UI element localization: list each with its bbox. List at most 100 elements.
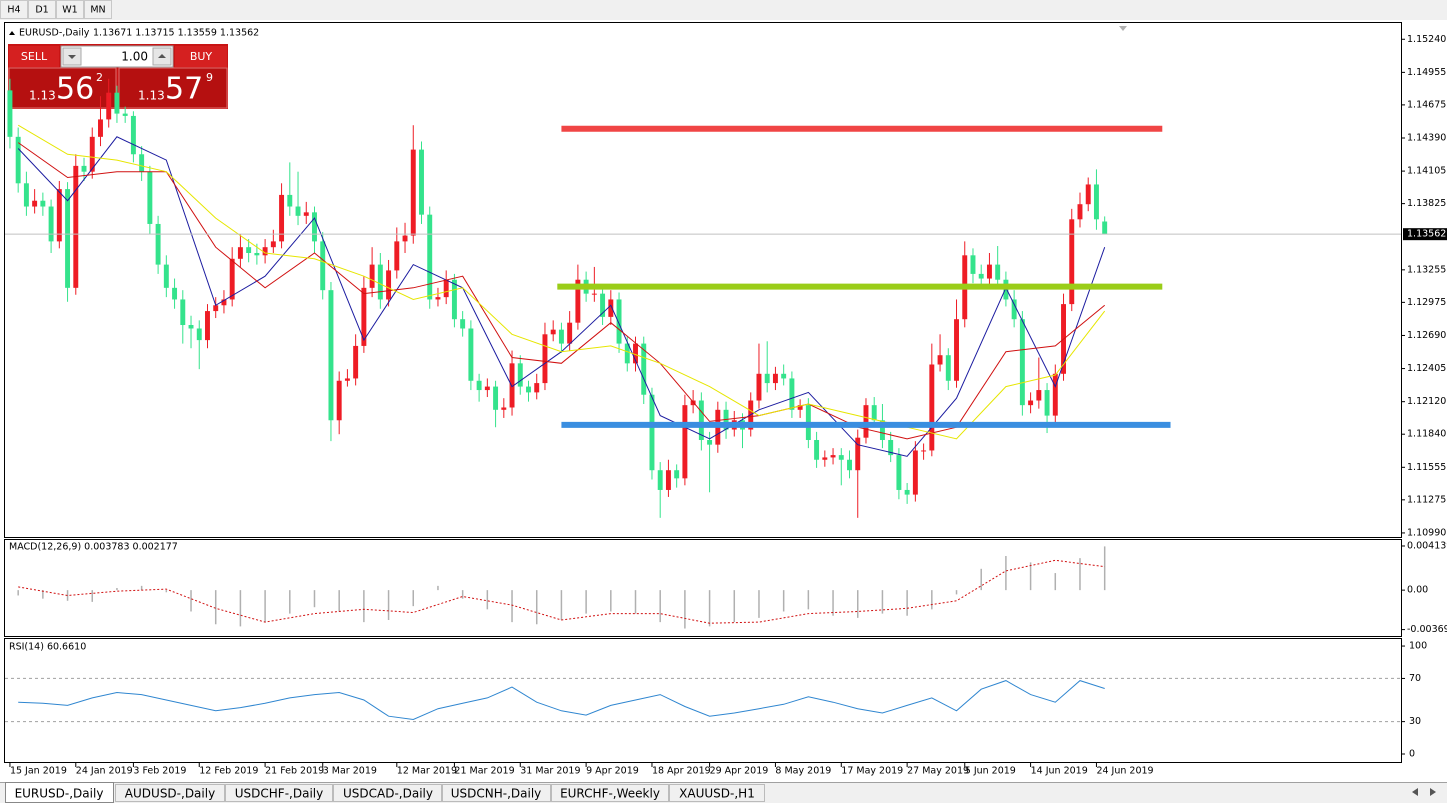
buy-label[interactable]: BUY bbox=[190, 50, 213, 63]
y-tick-label: 0.00 bbox=[1407, 585, 1428, 596]
candle-body bbox=[369, 264, 375, 288]
lot-field[interactable] bbox=[60, 45, 174, 68]
candle-body bbox=[419, 149, 424, 215]
sell-label[interactable]: SELL bbox=[21, 50, 48, 63]
candle-body bbox=[526, 386, 531, 393]
candle-body bbox=[1028, 400, 1034, 406]
tab[interactable]: USDCHF-,Daily bbox=[225, 784, 333, 802]
y-tick-label: 1.14105 bbox=[1407, 166, 1446, 177]
candle-body bbox=[789, 378, 795, 410]
y-tick-label: 1.14955 bbox=[1407, 67, 1446, 78]
candle-body bbox=[814, 440, 820, 460]
lot-value[interactable]: 1.00 bbox=[121, 50, 148, 64]
candle-body bbox=[65, 189, 71, 288]
candle-body bbox=[172, 287, 178, 300]
candle-body bbox=[386, 270, 392, 300]
candle-body bbox=[1052, 373, 1058, 416]
x-tick-label: 9 Apr 2019 bbox=[586, 766, 639, 777]
timeframe-button[interactable]: MN bbox=[84, 0, 112, 19]
tab[interactable]: USDCNH-,Daily bbox=[442, 784, 551, 802]
shift-marker bbox=[1119, 26, 1127, 31]
candle-body bbox=[73, 165, 79, 288]
buy-price-pips: 57 bbox=[165, 72, 203, 107]
buy-price-box[interactable] bbox=[118, 67, 228, 109]
tab[interactable]: AUDUSD-,Daily bbox=[115, 784, 225, 802]
y-tick-label: 70 bbox=[1409, 673, 1421, 684]
rsi-title: RSI(14) 60.6610 bbox=[9, 642, 86, 653]
y-tick-label: 1.12975 bbox=[1407, 297, 1446, 308]
x-tick-label: 18 Apr 2019 bbox=[652, 766, 711, 777]
candle-body bbox=[575, 279, 581, 323]
tab-scroll-left[interactable] bbox=[1412, 788, 1418, 796]
candle-body bbox=[89, 136, 95, 172]
candle-body bbox=[279, 194, 285, 242]
collapse-icon[interactable] bbox=[9, 31, 15, 35]
x-tick-label: 15 Jan 2019 bbox=[10, 766, 67, 777]
y-tick-label: 1.11555 bbox=[1407, 462, 1446, 473]
tab-label[interactable]: EURUSD-,Daily bbox=[15, 787, 104, 801]
x-tick-label: 14 Jun 2019 bbox=[1031, 766, 1088, 777]
candle-body bbox=[344, 378, 350, 381]
buy-button[interactable] bbox=[175, 46, 227, 67]
candle-body bbox=[402, 235, 408, 242]
moving-average bbox=[17, 142, 1106, 440]
candle-body bbox=[246, 247, 252, 253]
candle-body bbox=[954, 319, 959, 381]
candle-body bbox=[822, 457, 828, 460]
tab[interactable]: EURUSD-,Daily bbox=[5, 782, 114, 803]
candle-body bbox=[205, 311, 210, 341]
timeframe-label[interactable]: D1 bbox=[35, 5, 48, 16]
candle-body bbox=[427, 214, 433, 300]
y-tick-label: 30 bbox=[1409, 716, 1421, 727]
timeframe-label[interactable]: H4 bbox=[7, 5, 20, 16]
candle-body bbox=[517, 363, 523, 387]
y-tick-label: 1.12690 bbox=[1407, 330, 1446, 341]
candle-body bbox=[15, 136, 21, 184]
tab-label[interactable]: USDCHF-,Daily bbox=[235, 787, 323, 801]
candle-body bbox=[797, 405, 803, 410]
tab-label[interactable]: USDCNH-,Daily bbox=[451, 787, 542, 801]
timeframe-label[interactable]: MN bbox=[90, 5, 105, 16]
tab[interactable]: XAUUSD-,H1 bbox=[669, 784, 765, 802]
candle-body bbox=[764, 373, 770, 384]
candle-body bbox=[155, 223, 161, 265]
timeframe-button[interactable]: W1 bbox=[56, 0, 84, 19]
y-tick-label: 1.11275 bbox=[1407, 494, 1446, 505]
candle-body bbox=[410, 149, 416, 236]
candle-body bbox=[476, 380, 482, 391]
y-tick-label: -0.003699 bbox=[1407, 624, 1447, 635]
candle-body bbox=[81, 165, 87, 172]
candle-body bbox=[1044, 390, 1050, 416]
timeframe-label[interactable]: W1 bbox=[62, 5, 77, 16]
tab-label[interactable]: XAUUSD-,H1 bbox=[679, 787, 755, 801]
x-tick-label: 3 Feb 2019 bbox=[133, 766, 186, 777]
tab[interactable]: USDCAD-,Daily bbox=[333, 784, 442, 802]
tab-label[interactable]: USDCAD-,Daily bbox=[343, 787, 433, 801]
candle-body bbox=[1093, 184, 1099, 220]
candle-body bbox=[945, 355, 951, 381]
moving-average bbox=[17, 124, 1106, 440]
candle-body bbox=[608, 299, 614, 317]
candle-body bbox=[361, 287, 367, 346]
tab[interactable]: EURCHF-,Weekly bbox=[551, 784, 669, 802]
candle-body bbox=[221, 299, 227, 306]
y-tick-label: 0 bbox=[1409, 749, 1415, 760]
tab-label[interactable]: AUDUSD-,Daily bbox=[125, 787, 215, 801]
price-pane bbox=[4, 22, 1402, 538]
candle-body bbox=[32, 200, 38, 207]
sell-button[interactable] bbox=[9, 46, 59, 67]
sell-price-box[interactable] bbox=[8, 67, 117, 109]
candle-body bbox=[377, 264, 383, 300]
candle-body bbox=[188, 325, 194, 329]
tab-scroll-right[interactable] bbox=[1430, 788, 1436, 796]
candle-body bbox=[163, 264, 169, 288]
candle-body bbox=[929, 364, 935, 451]
candle-body bbox=[435, 297, 441, 300]
timeframe-button[interactable]: H4 bbox=[0, 0, 28, 19]
tab-label[interactable]: EURCHF-,Weekly bbox=[560, 787, 660, 801]
candle-body bbox=[237, 247, 243, 259]
timeframe-button[interactable]: D1 bbox=[28, 0, 56, 19]
candle-body bbox=[641, 343, 647, 395]
buy-price-big: 1.13 bbox=[138, 89, 165, 103]
candle-body bbox=[501, 407, 507, 410]
